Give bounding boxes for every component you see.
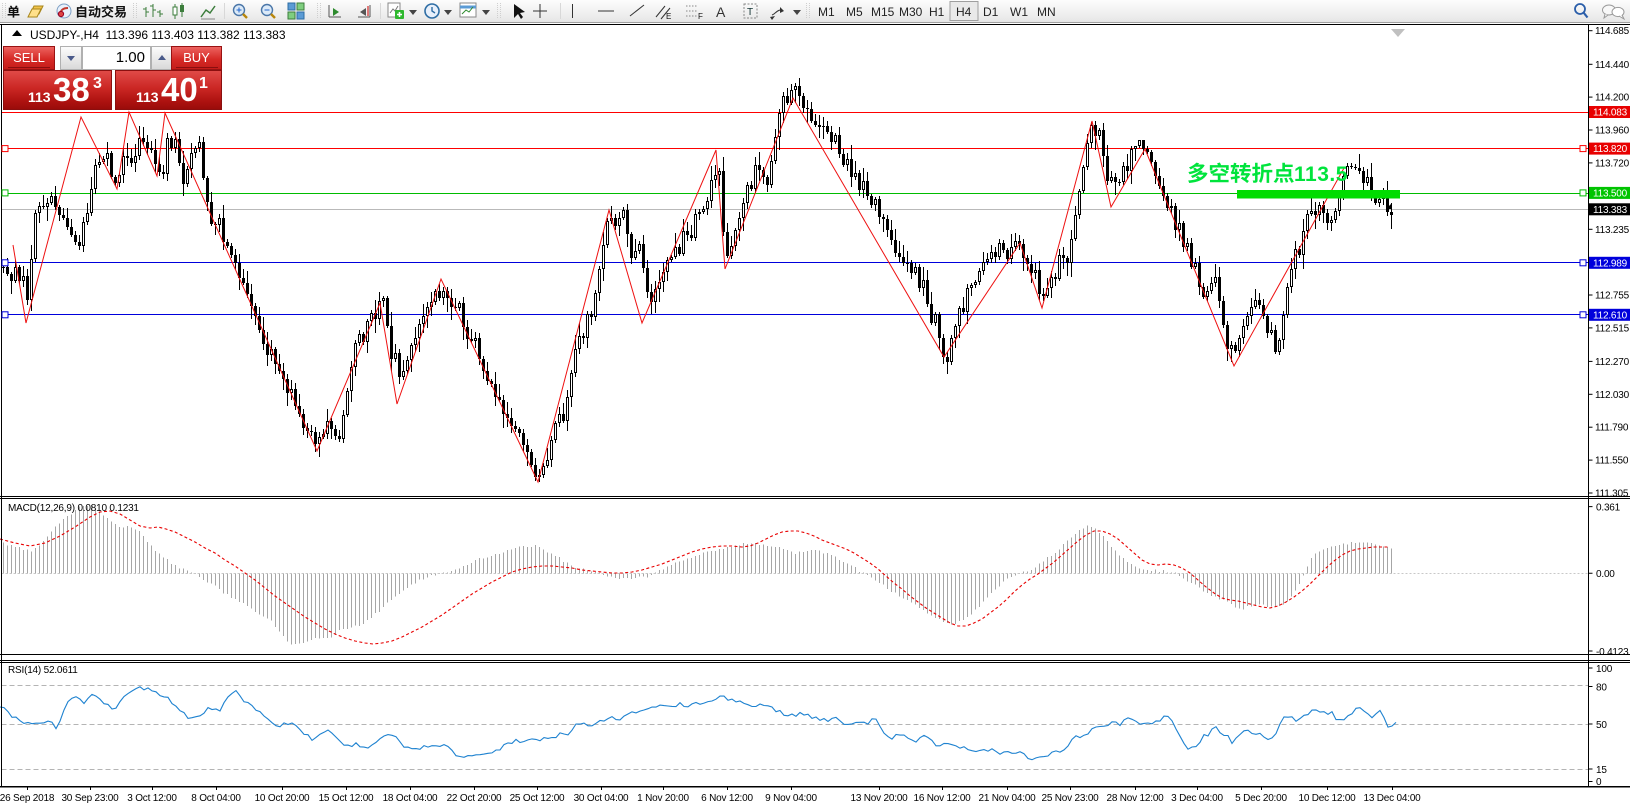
- svg-text:25 Nov 23:00: 25 Nov 23:00: [1041, 793, 1099, 804]
- svg-text:13 Nov 20:00: 13 Nov 20:00: [850, 793, 908, 804]
- svg-text:6 Nov 12:00: 6 Nov 12:00: [701, 793, 753, 804]
- svg-text:112.610: 112.610: [1593, 310, 1628, 321]
- svg-text:114.440: 114.440: [1595, 60, 1630, 71]
- svg-text:114.200: 114.200: [1595, 93, 1630, 104]
- svg-text:111.305: 111.305: [1595, 489, 1629, 500]
- svg-text:113.960: 113.960: [1595, 126, 1630, 137]
- svg-text:25 Oct 12:00: 25 Oct 12:00: [510, 793, 565, 804]
- svg-text:RSI(14) 52.0611: RSI(14) 52.0611: [8, 665, 78, 676]
- svg-text:D1: D1: [983, 5, 999, 19]
- svg-text:10 Oct 20:00: 10 Oct 20:00: [255, 793, 310, 804]
- svg-text:113.383: 113.383: [1593, 205, 1628, 216]
- svg-text:26 Sep 2018: 26 Sep 2018: [0, 793, 55, 804]
- svg-text:M15: M15: [871, 5, 895, 19]
- svg-text:111.550: 111.550: [1595, 456, 1629, 467]
- svg-text:M30: M30: [899, 5, 923, 19]
- svg-text:112.989: 112.989: [1593, 258, 1628, 269]
- svg-text:113.500: 113.500: [1593, 189, 1628, 200]
- svg-text:113.720: 113.720: [1595, 158, 1630, 169]
- svg-text:3 Dec 04:00: 3 Dec 04:00: [1171, 793, 1223, 804]
- svg-text:113.235: 113.235: [1595, 225, 1630, 236]
- svg-text:30 Oct 04:00: 30 Oct 04:00: [574, 793, 629, 804]
- svg-text:21 Nov 04:00: 21 Nov 04:00: [978, 793, 1036, 804]
- svg-text:13 Dec 04:00: 13 Dec 04:00: [1363, 793, 1421, 804]
- svg-text:111.790: 111.790: [1595, 423, 1629, 434]
- svg-text:113.5: 113.5: [1294, 163, 1348, 186]
- svg-text:18 Oct 04:00: 18 Oct 04:00: [383, 793, 438, 804]
- svg-text:-0.4123: -0.4123: [1596, 647, 1629, 658]
- svg-text:28 Nov 12:00: 28 Nov 12:00: [1106, 793, 1164, 804]
- svg-text:M5: M5: [846, 5, 863, 19]
- svg-text:113.820: 113.820: [1593, 144, 1628, 155]
- svg-text:114.083: 114.083: [1593, 108, 1628, 119]
- svg-text:5 Dec 20:00: 5 Dec 20:00: [1235, 793, 1287, 804]
- svg-text:USDJPY-,H4 113.396 113.403 11: USDJPY-,H4 113.396 113.403 113.382 113.3…: [30, 28, 286, 42]
- svg-text:0.361: 0.361: [1596, 502, 1621, 513]
- svg-text:80: 80: [1596, 682, 1607, 693]
- svg-text:T: T: [747, 7, 753, 18]
- svg-text:22 Oct 20:00: 22 Oct 20:00: [447, 793, 502, 804]
- svg-text:15: 15: [1596, 765, 1607, 776]
- svg-text:15 Oct 12:00: 15 Oct 12:00: [319, 793, 374, 804]
- svg-text:H1: H1: [929, 5, 945, 19]
- svg-text:0.00: 0.00: [1596, 569, 1615, 580]
- svg-text:16 Nov 12:00: 16 Nov 12:00: [913, 793, 971, 804]
- svg-text:F: F: [698, 12, 703, 21]
- svg-text:30 Sep 23:00: 30 Sep 23:00: [61, 793, 119, 804]
- svg-text:112.270: 112.270: [1595, 357, 1630, 368]
- svg-text:3 Oct 12:00: 3 Oct 12:00: [127, 793, 177, 804]
- svg-text:9 Nov 04:00: 9 Nov 04:00: [765, 793, 817, 804]
- svg-text:H4: H4: [956, 5, 972, 19]
- svg-text:1 Nov 20:00: 1 Nov 20:00: [637, 793, 689, 804]
- svg-text:0: 0: [1596, 777, 1602, 788]
- svg-text:112.030: 112.030: [1595, 390, 1630, 401]
- svg-text:MN: MN: [1037, 5, 1056, 19]
- svg-text:112.515: 112.515: [1595, 323, 1630, 334]
- svg-text:100: 100: [1596, 664, 1613, 675]
- svg-text:W1: W1: [1010, 5, 1028, 19]
- svg-text:E: E: [666, 12, 671, 21]
- svg-text:M1: M1: [818, 5, 835, 19]
- svg-text:8 Oct 04:00: 8 Oct 04:00: [191, 793, 241, 804]
- svg-text:10 Dec 12:00: 10 Dec 12:00: [1298, 793, 1356, 804]
- svg-text:A: A: [716, 4, 726, 20]
- svg-text:114.685: 114.685: [1595, 26, 1630, 37]
- svg-text:50: 50: [1596, 720, 1607, 731]
- svg-text:MACD(12,26,9) 0.0810 0.1231: MACD(12,26,9) 0.0810 0.1231: [8, 503, 139, 514]
- svg-text:112.755: 112.755: [1595, 291, 1630, 302]
